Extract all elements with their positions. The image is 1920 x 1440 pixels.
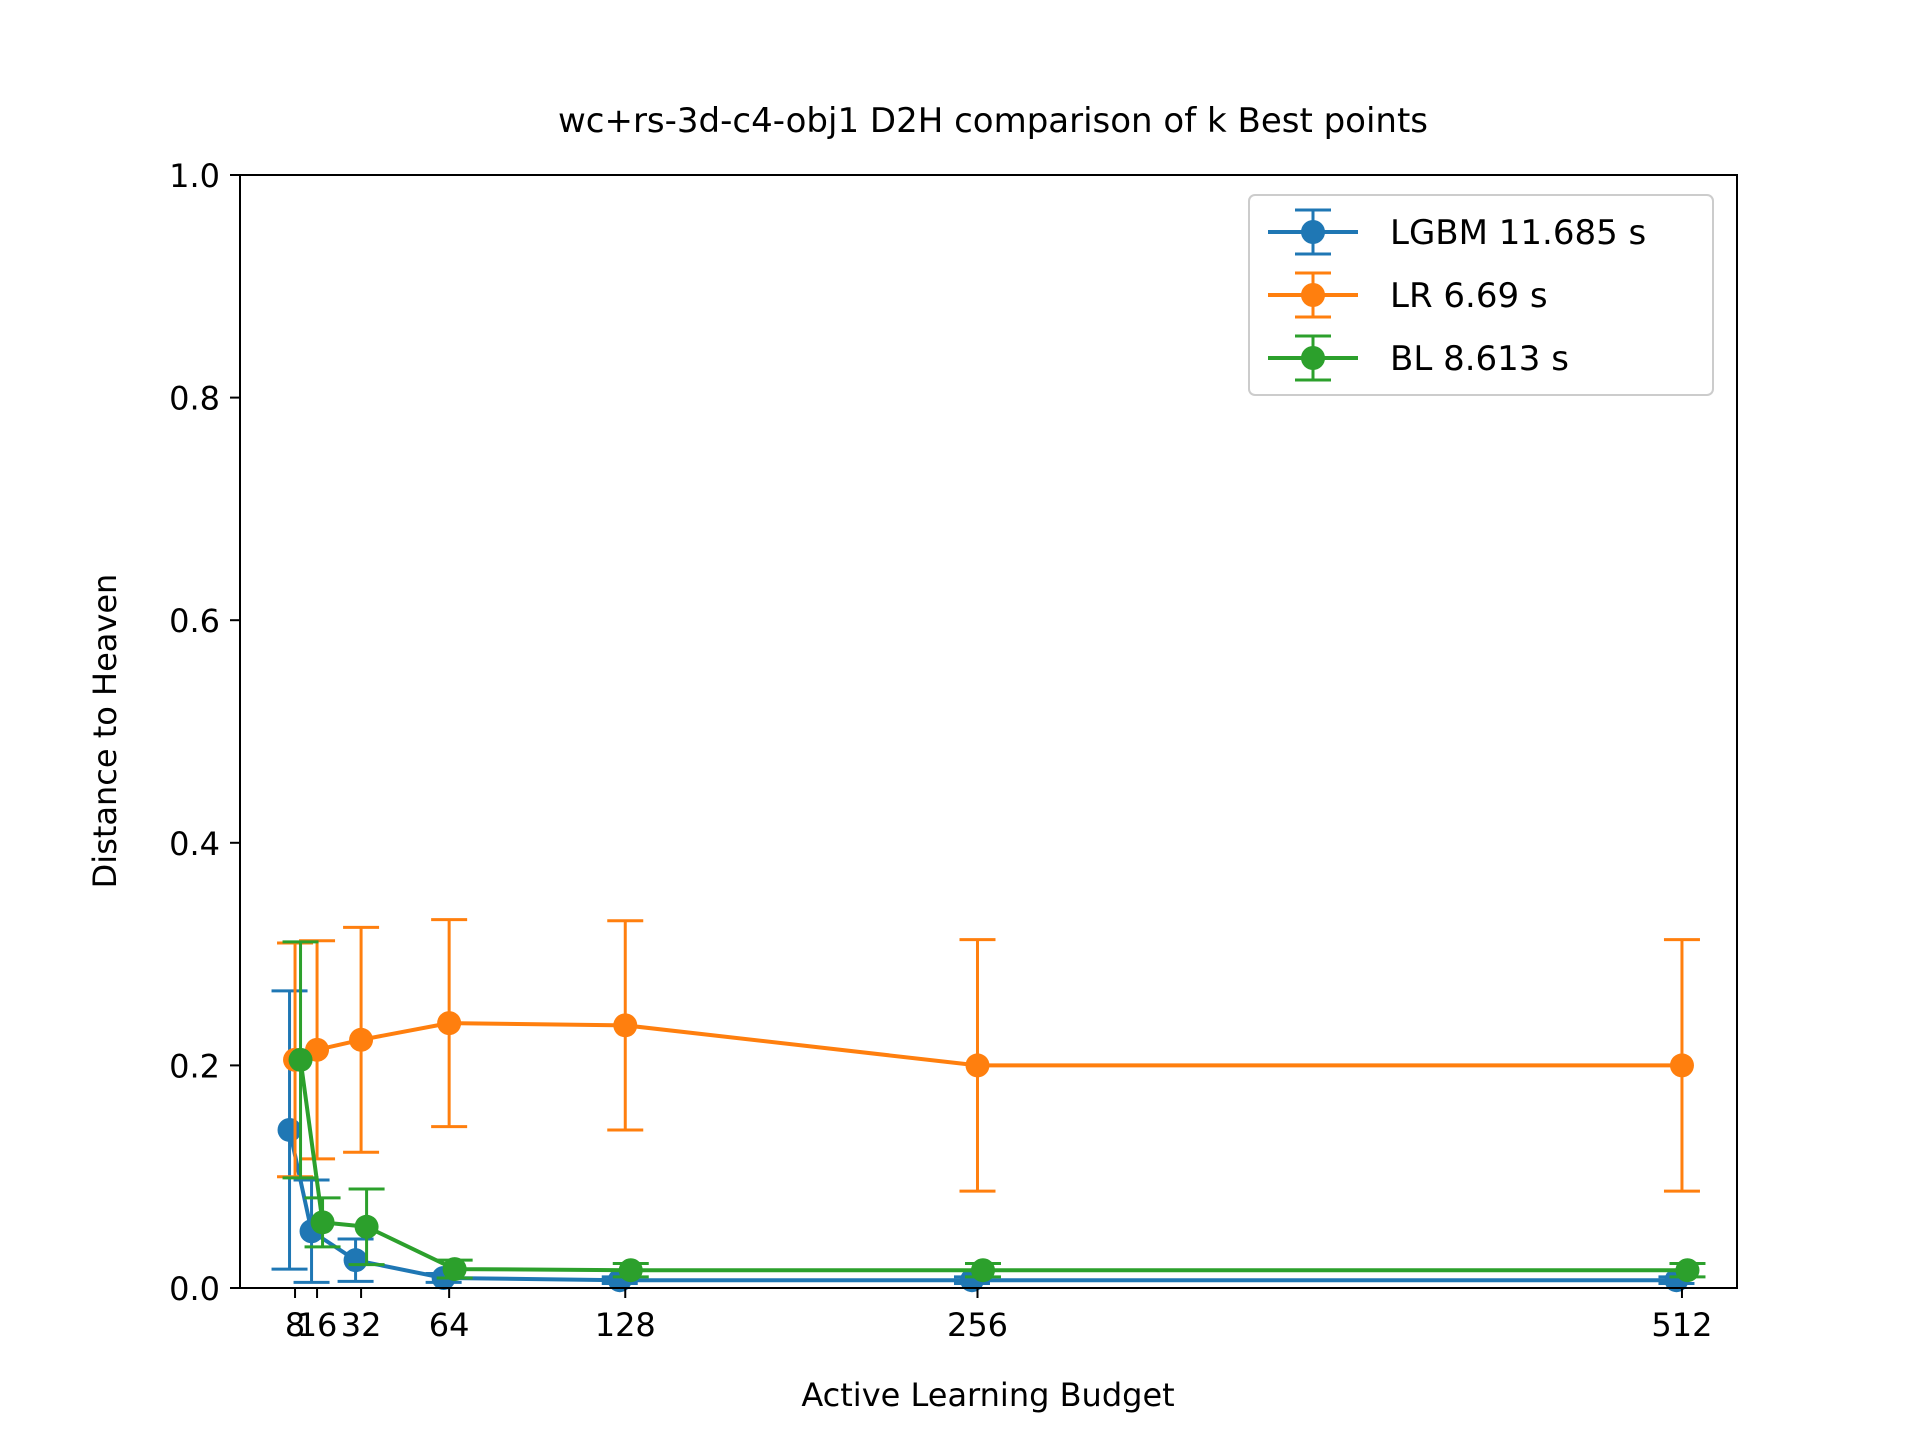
x-tick-label-512: 512 — [1651, 1306, 1712, 1344]
series-2 — [282, 940, 1706, 1283]
legend-marker — [1301, 346, 1325, 370]
data-point — [613, 1013, 638, 1038]
data-point — [965, 1053, 990, 1078]
legend-label: BL 8.613 s — [1390, 339, 1569, 379]
data-point — [1669, 1053, 1694, 1078]
data-point — [970, 1258, 995, 1283]
data-point — [310, 1210, 335, 1235]
data-point — [288, 1047, 313, 1072]
legend-label: LGBM 11.685 s — [1390, 213, 1646, 253]
legend-entry-2: BL 8.613 s — [1268, 334, 1569, 382]
x-tick-label-64: 64 — [429, 1306, 470, 1344]
y-tick-label-0.8: 0.8 — [169, 380, 220, 418]
legend-marker — [1301, 220, 1325, 244]
legend-marker — [1301, 283, 1325, 307]
data-point — [277, 1117, 302, 1142]
x-axis-label: Active Learning Budget — [801, 1376, 1174, 1414]
x-tick-label-128: 128 — [595, 1306, 656, 1344]
x-tick-label-32: 32 — [341, 1306, 382, 1344]
plot-frame — [239, 174, 1738, 1289]
chart-title: wc+rs-3d-c4-obj1 D2H comparison of k Bes… — [558, 101, 1428, 141]
y-axis: 0.0 0.2 0.4 0.6 0.8 1.0 — [169, 157, 240, 1308]
legend: LGBM 11.685 s LR 6.69 s BL 8.613 s — [1248, 194, 1714, 396]
data-point — [349, 1027, 374, 1052]
data-point — [618, 1258, 643, 1283]
x-tick-label-256: 256 — [947, 1306, 1008, 1344]
legend-label: LR 6.69 s — [1390, 276, 1548, 316]
y-tick-label-0.6: 0.6 — [169, 602, 220, 640]
y-tick-label-0.4: 0.4 — [169, 825, 220, 863]
data-point — [354, 1214, 379, 1239]
y-tick-label-1.0: 1.0 — [169, 157, 220, 195]
data-point — [1675, 1258, 1700, 1283]
y-tick-label-0.2: 0.2 — [169, 1047, 220, 1085]
data-point — [437, 1011, 462, 1036]
x-tick-label-8: 8 — [285, 1306, 305, 1344]
data-point — [442, 1257, 467, 1282]
legend-frame — [1248, 194, 1714, 396]
x-tick-label-16: 16 — [297, 1306, 338, 1344]
plot-series — [271, 918, 1706, 1293]
legend-entry-0: LGBM 11.685 s — [1268, 208, 1646, 256]
x-axis: 816 32 64 128 256 512 — [285, 1288, 1713, 1344]
y-axis-label: Distance to Heaven — [86, 574, 124, 889]
legend-entry-1: LR 6.69 s — [1268, 271, 1548, 319]
data-point — [343, 1248, 368, 1273]
y-tick-label-0.0: 0.0 — [169, 1270, 220, 1308]
